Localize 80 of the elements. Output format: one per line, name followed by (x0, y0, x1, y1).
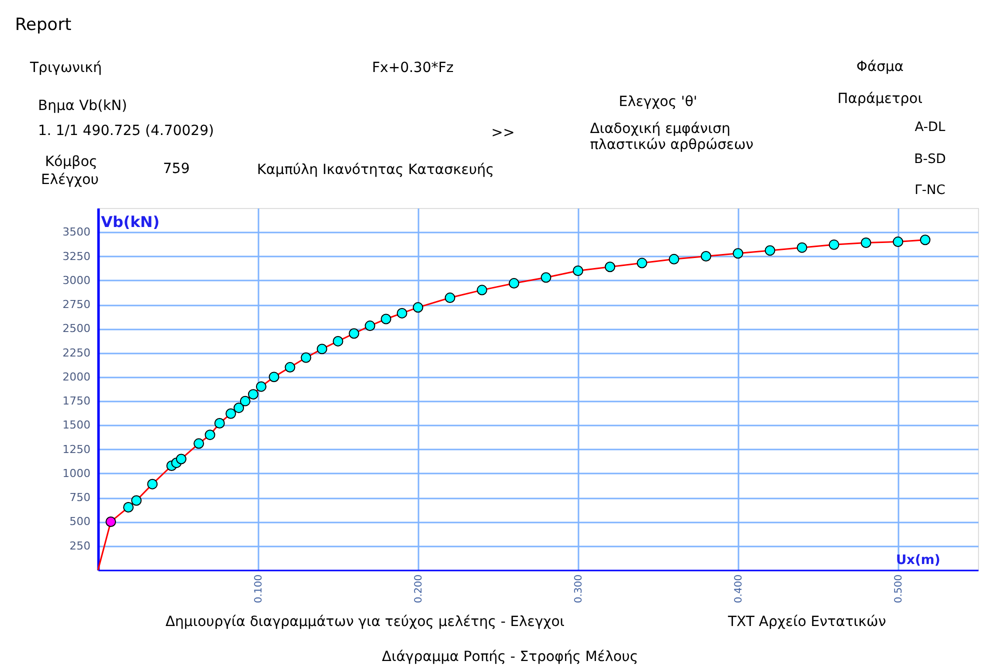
x-tick-label: 0.500 (894, 574, 904, 604)
text: Διαδοχική εμφάνιση (590, 121, 730, 137)
y-tick-label: 2000 (62, 370, 90, 384)
point (476, 284, 488, 296)
point (123, 502, 134, 512)
text: Παράμετροι (838, 91, 923, 107)
point (214, 418, 225, 429)
text: Δημιουργία διαγραμμάτων για τεύχος μελέτης - Ελεγχοι (165, 614, 565, 630)
point (892, 236, 904, 248)
text: TXT Αρχείο Εντατικών (727, 614, 886, 630)
point (300, 352, 312, 363)
point (396, 308, 408, 318)
point (131, 495, 142, 506)
point (332, 336, 344, 346)
point (176, 454, 186, 464)
y-tick-label: 250 (70, 539, 90, 552)
point (226, 408, 236, 419)
text: Φάσμα (856, 59, 904, 75)
y-tick-label: 3500 (62, 226, 90, 239)
text: Fx+0.30*Fz (372, 60, 454, 76)
point (364, 320, 376, 332)
x-tick-label: 0.200 (414, 574, 424, 604)
point (284, 362, 296, 373)
y-tick-label: 1250 (62, 442, 90, 456)
point (796, 242, 808, 253)
text: Βημα Vb(kN) (38, 98, 128, 114)
point (860, 238, 872, 248)
point (248, 389, 258, 400)
text: 759 (163, 161, 190, 177)
y-tick-label: 750 (70, 491, 90, 504)
x-tick-label: 0.100 (254, 574, 264, 604)
point (732, 248, 744, 259)
point (380, 314, 392, 324)
point (540, 272, 552, 283)
text: Ελέγχου (41, 172, 99, 188)
y-tick-label: 1000 (62, 466, 90, 480)
text: A-DL (914, 120, 946, 135)
point (412, 302, 424, 313)
y-axis-title: Vb(kN) (101, 213, 160, 231)
text: >> (491, 125, 515, 141)
text: Γ-NC (914, 183, 946, 198)
point (828, 239, 840, 250)
text: 1. 1/1 490.725 (4.70029) (38, 123, 214, 139)
point (268, 372, 280, 382)
point (572, 266, 584, 276)
point (636, 258, 648, 268)
point (240, 396, 250, 406)
x-tick-label: 0.400 (734, 574, 744, 604)
y-tick-label: 3250 (62, 250, 90, 263)
point (348, 328, 360, 339)
point (668, 254, 680, 264)
y-tick-label: 500 (70, 515, 90, 528)
point (256, 381, 266, 392)
y-tick-label: 1750 (62, 394, 90, 408)
point (508, 278, 520, 289)
text: Report (15, 15, 72, 35)
text: Καμπύλη Ικανότητας Κατασκευής (257, 162, 494, 178)
point (204, 430, 216, 440)
point (194, 438, 204, 449)
text: Διάγραμμα Ροπής - Στροφής Μέλους (382, 649, 638, 665)
point (234, 402, 244, 414)
point (700, 251, 712, 262)
text: πλαστικών αρθρώσεων (590, 137, 754, 153)
y-tick-label: 2500 (62, 322, 90, 336)
point (764, 245, 776, 256)
y-tick-label: 2750 (62, 298, 90, 312)
y-tick-label: 1500 (62, 418, 90, 432)
point (604, 262, 616, 272)
text: B-SD (914, 152, 946, 167)
x-tick-label: 0.300 (574, 574, 584, 604)
point (444, 292, 456, 304)
y-tick-label: 3000 (62, 274, 90, 287)
text: Ελεγχος 'θ' (618, 94, 698, 110)
text: Κόμβος (45, 154, 98, 170)
y-tick-label: 2250 (62, 346, 90, 360)
point (106, 516, 116, 527)
point (316, 344, 328, 354)
point (147, 478, 158, 490)
text: Τριγωνική (29, 60, 102, 76)
point (920, 234, 930, 246)
